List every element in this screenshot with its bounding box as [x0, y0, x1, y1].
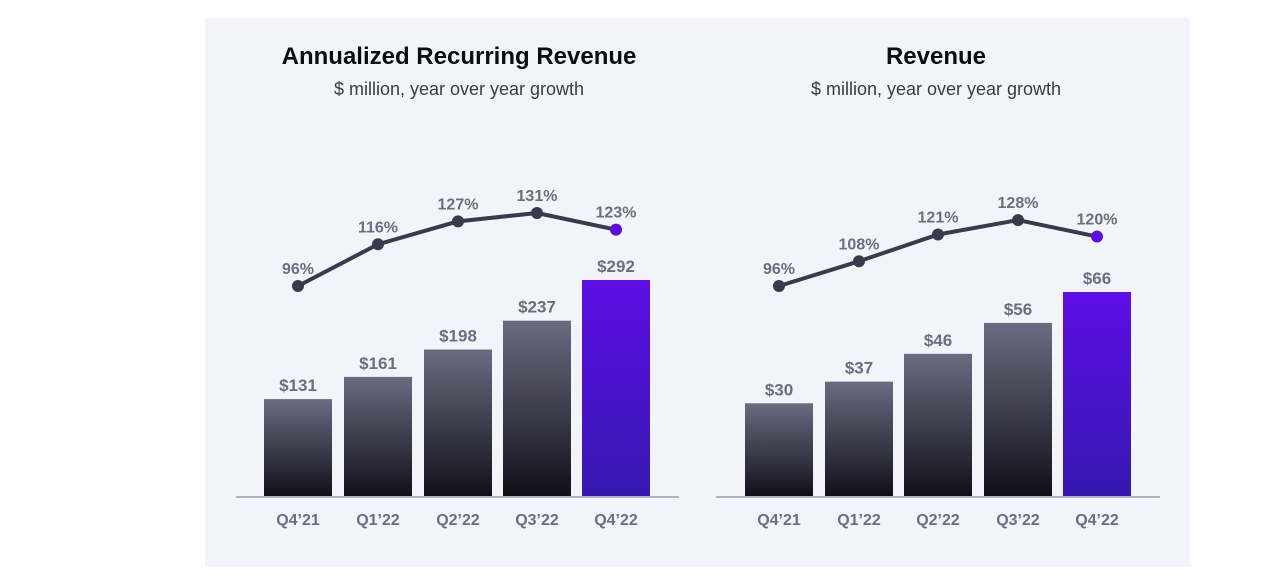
growth-label: 96% — [282, 261, 314, 278]
bar-4 — [582, 280, 650, 496]
growth-point-2 — [452, 215, 464, 228]
bar-value-label: $237 — [518, 298, 556, 317]
growth-point-4 — [610, 223, 622, 236]
growth-point-0 — [292, 280, 304, 292]
bar-1 — [825, 381, 893, 496]
bar-2 — [904, 353, 972, 496]
x-tick-label: Q3’22 — [996, 512, 1040, 529]
bar-0 — [264, 399, 332, 496]
growth-point-3 — [531, 206, 543, 219]
growth-label: 121% — [918, 210, 959, 227]
bar-1 — [344, 376, 412, 496]
x-tick-label: Q4’21 — [276, 512, 320, 529]
growth-label: 128% — [998, 195, 1039, 212]
bar-3 — [503, 320, 571, 496]
bar-value-label: $37 — [845, 359, 873, 378]
bar-value-label: $46 — [924, 331, 952, 350]
x-tick-label: Q3’22 — [515, 512, 559, 529]
chart-title: Revenue — [886, 43, 986, 70]
chart-title: Annualized Recurring Revenue — [282, 43, 637, 70]
growth-label: 120% — [1077, 212, 1118, 229]
x-tick-label: Q4’22 — [1075, 512, 1119, 529]
growth-point-4 — [1091, 230, 1103, 243]
chart-subtitle: $ million, year over year growth — [811, 79, 1061, 99]
chart-subtitle: $ million, year over year growth — [334, 79, 584, 99]
growth-point-0 — [773, 280, 785, 292]
growth-label: 127% — [438, 196, 479, 213]
growth-label: 96% — [763, 261, 795, 278]
x-tick-label: Q1’22 — [837, 512, 881, 529]
bar-value-label: $66 — [1083, 269, 1111, 288]
x-tick-label: Q4’22 — [594, 512, 638, 529]
bar-value-label: $292 — [597, 257, 635, 276]
growth-point-1 — [372, 238, 384, 251]
growth-point-3 — [1012, 214, 1024, 227]
bar-value-label: $131 — [279, 376, 317, 395]
bar-value-label: $56 — [1004, 300, 1032, 319]
bar-2 — [424, 349, 492, 496]
bar-value-label: $198 — [439, 327, 477, 346]
growth-label: 108% — [839, 236, 880, 253]
growth-label: 123% — [596, 205, 637, 222]
x-tick-label: Q1’22 — [356, 512, 400, 529]
x-tick-label: Q2’22 — [436, 512, 480, 529]
bar-3 — [984, 322, 1052, 496]
bar-value-label: $30 — [765, 380, 793, 399]
bar-4 — [1063, 292, 1131, 496]
bar-0 — [745, 403, 813, 496]
growth-label: 131% — [517, 188, 558, 205]
growth-label: 116% — [358, 219, 398, 236]
bar-value-label: $161 — [359, 354, 397, 373]
x-tick-label: Q2’22 — [916, 512, 960, 529]
growth-point-1 — [853, 255, 865, 268]
x-tick-label: Q4’21 — [757, 512, 801, 529]
growth-point-2 — [932, 228, 944, 241]
